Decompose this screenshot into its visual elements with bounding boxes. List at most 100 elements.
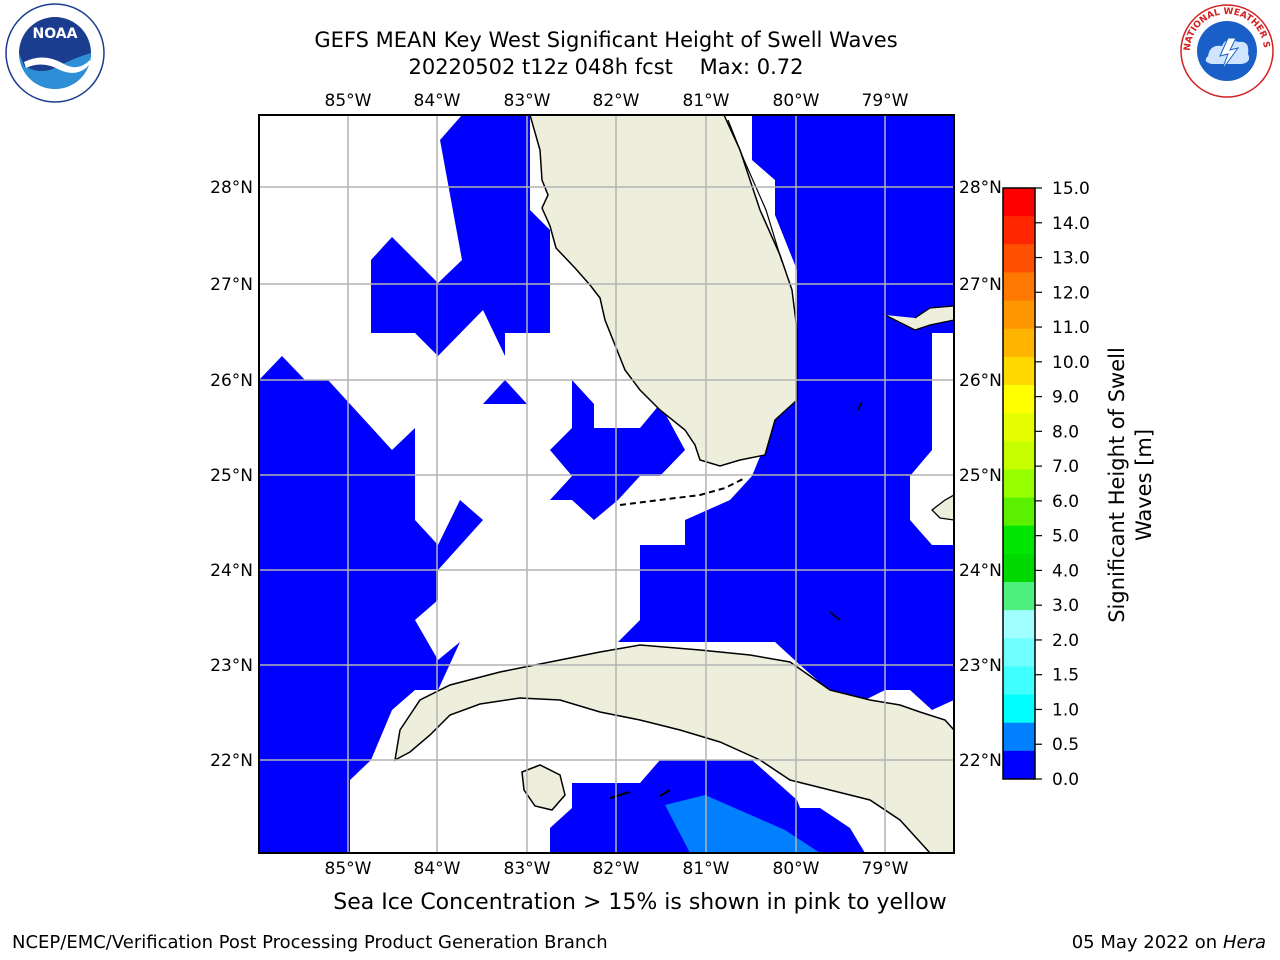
colorbar-segment (1003, 497, 1035, 527)
colorbar-tick-label: 10.0 (1052, 353, 1090, 373)
florida-keys (619, 477, 746, 506)
lon-label: 83°W (504, 859, 551, 879)
cuba-land (394, 644, 954, 853)
colorbar-ticks: 15.0 14.0 13.0 12.0 11.0 10.0 9.0 8.0 7.0 6.0 5.0 4… (1035, 179, 1090, 790)
colorbar-segment (1003, 328, 1035, 358)
colorbar-segment (1003, 638, 1035, 667)
colorbar-segment (1003, 722, 1035, 752)
colorbar-tick-label: 9.0 (1052, 388, 1079, 408)
noaa-logo-text: NOAA (33, 26, 78, 42)
lon-label: 80°W (773, 859, 820, 879)
colorbar-segment (1003, 441, 1035, 470)
lon-label: 83°W (504, 91, 551, 111)
colorbar-tick-label: 4.0 (1052, 561, 1079, 581)
bahamas-andros (931, 494, 954, 521)
lon-labels-bottom: 85°W 84°W 83°W 82°W 81°W 80°W 79°W (325, 859, 909, 879)
colorbar-tick-label: 13.0 (1052, 249, 1090, 269)
colorbar-tick-label: 5.0 (1052, 527, 1079, 547)
lat-label: 27°N (210, 275, 253, 295)
colorbar-segment (1003, 694, 1035, 724)
colorbar-label-line2: Waves [m] (1132, 429, 1156, 541)
colorbar-tick-label: 8.0 (1052, 422, 1079, 442)
lon-label: 80°W (773, 91, 820, 111)
florida-east-coast (727, 119, 783, 263)
lon-label: 84°W (414, 91, 461, 111)
colorbar (1003, 188, 1035, 780)
colorbar-segment (1003, 750, 1035, 780)
footer-date-text: 05 May 2022 on (1071, 932, 1218, 953)
colorbar-tick-label: 0.5 (1052, 735, 1079, 755)
colorbar-tick-label: 2.0 (1052, 631, 1079, 651)
map-subtitle: 20220502 t12z 048h fcst Max: 0.72 (256, 54, 956, 81)
colorbar-segment (1003, 216, 1035, 245)
colorbar-segment (1003, 413, 1035, 442)
lat-label: 23°N (210, 656, 253, 676)
lon-label: 79°W (862, 91, 909, 111)
max-value: Max: 0.72 (699, 55, 804, 79)
noaa-logo: NOAA (5, 3, 105, 103)
colorbar-segment (1003, 356, 1035, 386)
lon-label: 85°W (325, 91, 372, 111)
lat-label: 25°N (959, 466, 1002, 486)
colorbar-segment (1003, 610, 1035, 639)
lon-label: 79°W (862, 859, 909, 879)
colorbar-label-line1: Significant Height of Swell (1105, 347, 1129, 623)
colorbar-tick-label: 3.0 (1052, 596, 1079, 616)
colorbar-tick-label: 14.0 (1052, 214, 1090, 234)
colorbar-label: Significant Height of Swell Waves [m] (1105, 347, 1156, 623)
footer-date: 05 May 2022 on Hera (1072, 932, 1266, 953)
colorbar-segment (1003, 385, 1035, 414)
lon-label: 82°W (593, 91, 640, 111)
colorbar-tick-label: 15.0 (1052, 179, 1090, 199)
lat-label: 28°N (959, 178, 1002, 198)
map-title: GEFS MEAN Key West Significant Height of… (314, 28, 898, 52)
lat-label: 24°N (959, 561, 1002, 581)
colorbar-tick-label: 1.5 (1052, 666, 1079, 686)
colorbar-tick-label: 7.0 (1052, 457, 1079, 477)
forecast-time: 20220502 t12z 048h fcst (408, 55, 673, 79)
bahamas-abaco (884, 305, 954, 331)
lat-labels-left: 28°N 27°N 26°N 25°N 24°N 23°N 22°N (210, 178, 253, 771)
map-frame (258, 114, 955, 854)
colorbar-tick-label: 0.0 (1052, 770, 1079, 790)
map-area (259, 115, 954, 853)
colorbar-tick-label: 6.0 (1052, 492, 1079, 512)
swell-0-0.5-region (259, 115, 954, 853)
colorbar-tick-label: 1.0 (1052, 700, 1079, 720)
colorbar-segment (1003, 525, 1035, 555)
colorbar-segment (1003, 188, 1035, 217)
lat-label: 27°N (959, 275, 1002, 295)
colorbar-tick-label: 12.0 (1052, 283, 1090, 303)
lat-label: 25°N (210, 466, 253, 486)
colorbar-segment (1003, 244, 1035, 273)
footer-host: Hera (1222, 932, 1266, 953)
colorbar-segment (1003, 300, 1035, 330)
isla-juventud (521, 764, 566, 811)
swell-0.5-1.0-region (665, 795, 820, 853)
lat-label: 24°N (210, 561, 253, 581)
lat-label: 23°N (959, 656, 1002, 676)
lon-label: 85°W (325, 859, 372, 879)
footer-credit: NCEP/EMC/Verification Post Processing Pr… (12, 932, 608, 953)
lon-label: 81°W (683, 859, 730, 879)
lon-label: 81°W (683, 91, 730, 111)
lat-label: 22°N (210, 751, 253, 771)
colorbar-frame (1002, 187, 1036, 780)
sea-ice-note: Sea Ice Concentration > 15% is shown in … (333, 890, 947, 915)
lat-labels-right: 28°N 27°N 26°N 25°N 24°N 23°N 22°N (959, 178, 1002, 771)
lat-label: 22°N (959, 751, 1002, 771)
lat-label: 26°N (959, 371, 1002, 391)
graticule (259, 115, 954, 853)
lon-label: 82°W (593, 859, 640, 879)
lat-label: 26°N (210, 371, 253, 391)
colorbar-segment (1003, 582, 1035, 611)
lon-label: 84°W (414, 859, 461, 879)
lat-label: 28°N (210, 178, 253, 198)
nws-logo: NATIONAL WEATHER SERVICE (1176, 2, 1274, 98)
lon-labels-top: 85°W 84°W 83°W 82°W 81°W 80°W 79°W (325, 91, 909, 111)
colorbar-tick-label: 11.0 (1052, 318, 1090, 338)
colorbar-segment (1003, 469, 1035, 499)
colorbar-segment (1003, 666, 1035, 696)
colorbar-segment (1003, 553, 1035, 583)
